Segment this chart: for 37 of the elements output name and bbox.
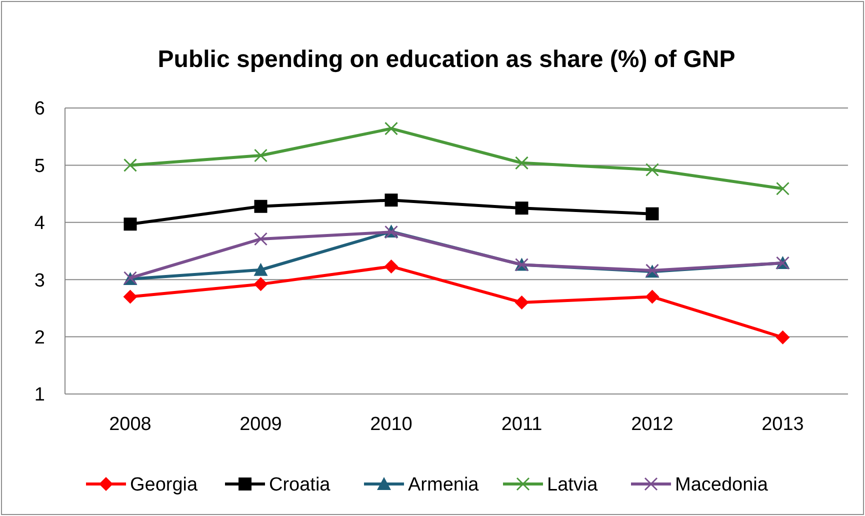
point <box>646 163 659 177</box>
x-tick-label: 2011 <box>501 414 542 435</box>
y-tick-label: 3 <box>34 270 45 292</box>
legend-label: Macedonia <box>675 474 768 496</box>
x-tick-label: 2010 <box>370 414 412 435</box>
point <box>384 259 398 274</box>
point <box>384 194 398 207</box>
legend-label: Croatia <box>269 474 331 496</box>
y-tick-label: 1 <box>34 384 45 406</box>
point <box>776 182 790 196</box>
point <box>124 218 137 231</box>
y-tick-label: 4 <box>34 213 46 234</box>
point <box>515 156 528 170</box>
point <box>254 200 268 213</box>
point <box>384 122 398 136</box>
point <box>254 262 268 276</box>
point <box>254 148 268 162</box>
point <box>123 290 138 304</box>
point <box>124 158 137 172</box>
y-tick-label: 5 <box>34 156 45 177</box>
y-tick-label: 2 <box>34 327 45 348</box>
point <box>254 277 268 292</box>
point <box>515 202 528 215</box>
chart-title: Public spending on education as share (%) of GNP <box>158 46 736 73</box>
point <box>645 290 660 304</box>
point <box>776 330 790 344</box>
x-tick-label: 2009 <box>240 414 282 435</box>
legend-label: Georgia <box>130 474 198 496</box>
y-tick-label: 6 <box>34 98 45 120</box>
legend-label: Armenia <box>408 474 480 496</box>
x-tick-label: 2008 <box>109 414 152 435</box>
point <box>646 207 659 220</box>
x-tick-label: 2013 <box>762 414 804 435</box>
point <box>514 295 529 310</box>
point <box>254 232 268 246</box>
x-tick-label: 2012 <box>631 414 674 435</box>
legend-label: Latvia <box>547 474 598 496</box>
